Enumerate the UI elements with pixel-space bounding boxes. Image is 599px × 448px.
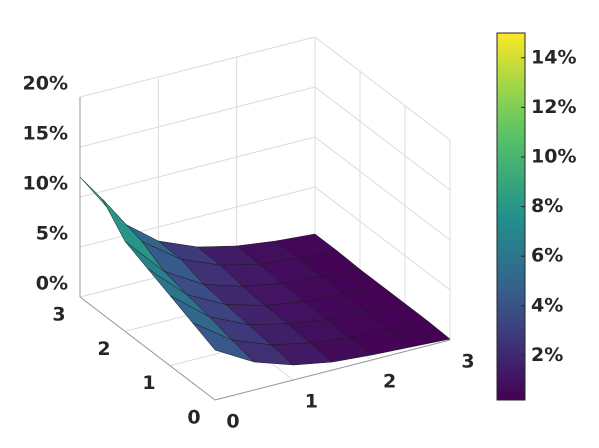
y-tick-label: 0 xyxy=(187,407,200,429)
colorbar-tick-label: 2% xyxy=(531,344,563,366)
surface-patch xyxy=(192,322,255,363)
colorbar-tick-label: 12% xyxy=(531,96,576,118)
y-tick-label: 3 xyxy=(52,304,65,326)
y-tick-label: 1 xyxy=(142,372,155,394)
grid-line xyxy=(79,136,316,198)
colorbar xyxy=(496,32,526,401)
z-tick-label: 5% xyxy=(36,223,68,245)
surface-patch xyxy=(102,198,165,272)
colorbar-tick-label: 10% xyxy=(531,145,576,167)
z-tick-label: 15% xyxy=(23,123,68,145)
grid-line xyxy=(79,86,316,148)
colorbar-tick-label: 4% xyxy=(531,294,563,316)
x-tick-label: 1 xyxy=(305,391,318,413)
x-tick-label: 0 xyxy=(226,411,239,433)
colorbar-tick-label: 14% xyxy=(531,46,576,68)
grid-line xyxy=(314,136,451,241)
axis-line xyxy=(214,339,451,401)
z-tick-label: 10% xyxy=(23,173,68,195)
axis-line xyxy=(79,296,216,401)
y-tick-label: 2 xyxy=(97,338,110,360)
grid-line xyxy=(314,86,451,191)
x-tick-label: 3 xyxy=(461,351,474,373)
grid-line xyxy=(314,36,451,141)
colorbar-tick-label: 6% xyxy=(531,245,563,267)
z-tick-label: 20% xyxy=(23,73,68,95)
x-tick-label: 2 xyxy=(383,371,396,393)
grid-line xyxy=(79,36,316,98)
grid-line xyxy=(314,186,451,291)
colorbar-tick-label: 8% xyxy=(531,195,563,217)
z-tick-label: 0% xyxy=(36,273,68,295)
grid-line xyxy=(79,186,316,248)
